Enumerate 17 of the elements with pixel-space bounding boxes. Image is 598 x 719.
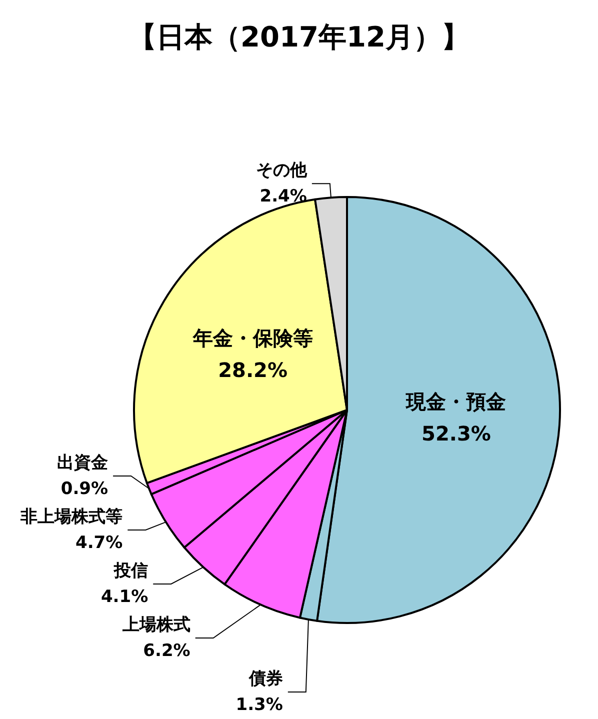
chart-title: 【日本（2017年12月）】 (128, 20, 470, 54)
slice-label: 非上場株式等 (20, 507, 123, 527)
slice-label: 現金・預金 (405, 390, 506, 414)
data-label: 52.3% (422, 422, 491, 446)
data-label: 1.3% (236, 695, 283, 715)
data-label: 2.4% (260, 186, 307, 207)
data-label: 28.2% (218, 358, 288, 382)
slice-label: 債券 (248, 669, 283, 689)
data-label: 4.7% (75, 533, 123, 553)
slice-label: 投信 (113, 561, 148, 581)
slice-label: 年金・保険等 (192, 326, 313, 350)
slice-label: 出資金 (57, 453, 108, 473)
data-label: 0.9% (60, 479, 108, 499)
slice-label: その他 (256, 160, 308, 181)
slice-label: 上場株式 (121, 615, 190, 635)
data-label: 6.2% (143, 641, 190, 661)
data-label: 4.1% (100, 587, 148, 607)
